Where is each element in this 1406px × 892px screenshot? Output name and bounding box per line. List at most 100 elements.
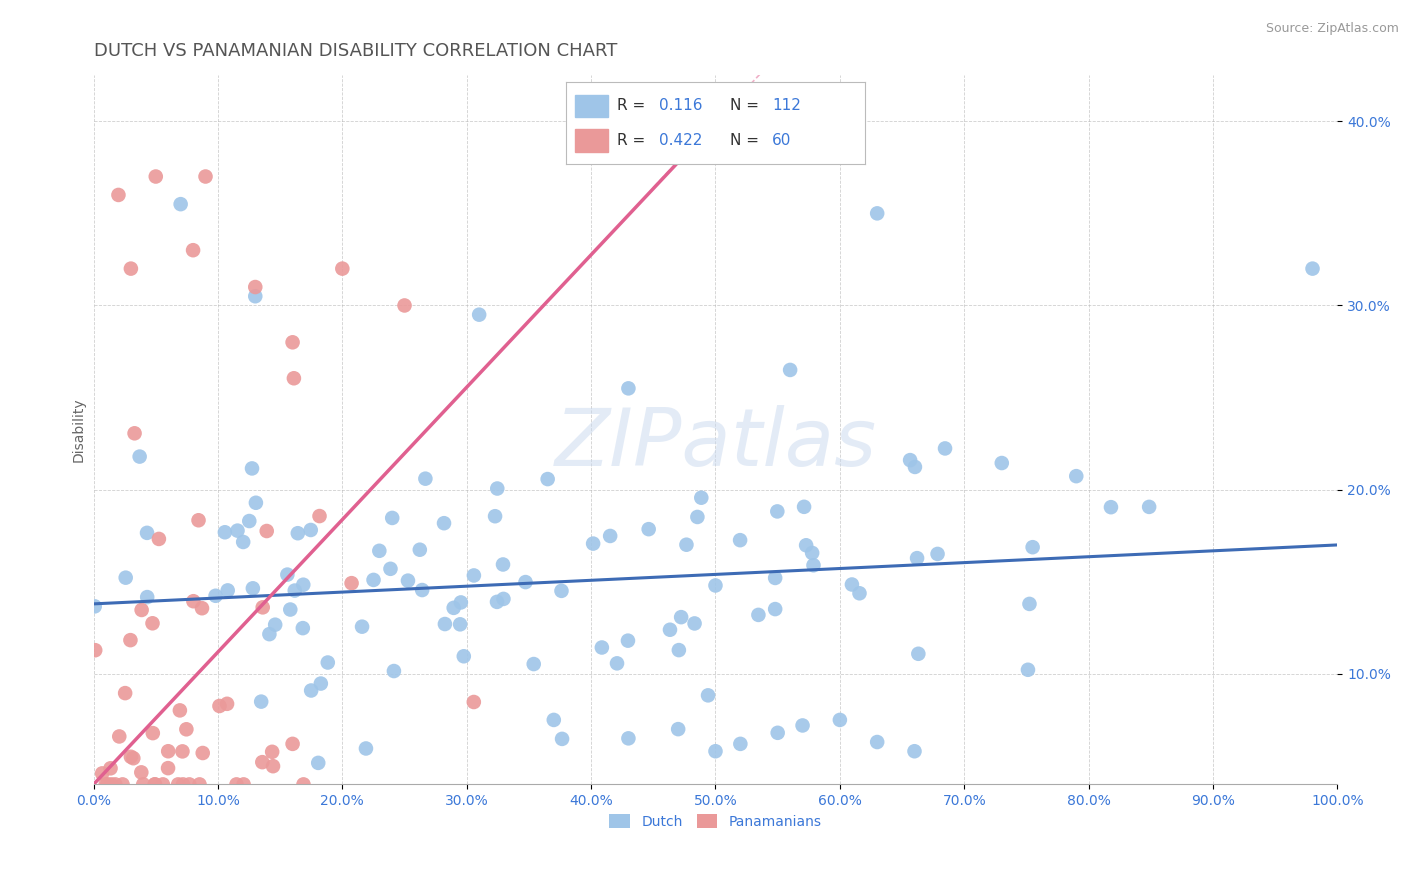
Point — [330, 261, 353, 276]
Point — [409, 542, 432, 557]
Point — [214, 525, 236, 540]
Point — [591, 640, 613, 655]
Point — [766, 726, 789, 740]
Point — [363, 573, 385, 587]
Point — [1017, 663, 1039, 677]
Point — [991, 456, 1014, 470]
Point — [194, 169, 217, 184]
Point — [352, 620, 374, 634]
Point — [96, 777, 118, 791]
Point — [120, 749, 142, 764]
Point — [292, 578, 315, 592]
Point — [453, 649, 475, 664]
Point — [179, 777, 201, 791]
Point — [793, 500, 815, 514]
Point — [136, 525, 159, 540]
Point — [141, 616, 163, 631]
Point — [122, 751, 145, 765]
Point — [91, 766, 114, 780]
Point — [617, 633, 640, 648]
Point — [449, 617, 471, 632]
Point — [245, 280, 267, 294]
Point — [907, 647, 929, 661]
Point — [94, 777, 117, 791]
Point — [142, 726, 165, 740]
Point — [747, 607, 769, 622]
Point — [686, 510, 709, 524]
Text: DUTCH VS PANAMANIAN DISABILITY CORRELATION CHART: DUTCH VS PANAMANIAN DISABILITY CORRELATI… — [94, 42, 617, 60]
Point — [683, 616, 706, 631]
Point — [148, 532, 170, 546]
Point — [659, 623, 682, 637]
Point — [848, 586, 870, 600]
Point — [104, 777, 127, 791]
Point — [433, 617, 456, 632]
Legend: Dutch, Panamanians: Dutch, Panamanians — [603, 808, 827, 834]
Point — [866, 206, 889, 220]
Point — [450, 595, 472, 609]
Point — [690, 491, 713, 505]
Point — [124, 426, 146, 441]
Point — [245, 496, 267, 510]
Point — [183, 594, 205, 608]
Point — [669, 610, 692, 624]
Point — [262, 759, 284, 773]
Point — [291, 621, 314, 635]
Point — [292, 777, 315, 791]
Point — [308, 509, 330, 524]
Point — [543, 713, 565, 727]
Point — [100, 761, 122, 775]
Point — [599, 529, 621, 543]
Point — [485, 595, 508, 609]
Point — [468, 308, 491, 322]
Point — [111, 777, 134, 791]
Point — [904, 459, 927, 474]
Point — [172, 777, 194, 791]
Point — [169, 197, 191, 211]
Point — [240, 461, 263, 475]
Point — [443, 600, 465, 615]
Point — [316, 656, 339, 670]
Point — [763, 602, 786, 616]
Point — [486, 482, 509, 496]
Point — [617, 381, 640, 395]
Point — [380, 562, 402, 576]
Point — [259, 627, 281, 641]
Point — [582, 536, 605, 550]
Point — [381, 511, 404, 525]
Point — [299, 683, 322, 698]
Point — [169, 703, 191, 717]
Point — [256, 524, 278, 538]
Point — [1018, 597, 1040, 611]
Point — [309, 676, 332, 690]
Point — [730, 737, 752, 751]
Point — [666, 722, 689, 736]
Point — [704, 578, 727, 592]
Point — [463, 695, 485, 709]
Point — [226, 524, 249, 538]
Point — [281, 737, 304, 751]
Point — [108, 730, 131, 744]
Point — [262, 745, 284, 759]
Point — [188, 777, 211, 791]
Y-axis label: Disability: Disability — [72, 398, 86, 462]
Point — [841, 577, 863, 591]
Point — [157, 744, 180, 758]
Point — [120, 633, 142, 648]
Point — [208, 698, 231, 713]
Point — [143, 777, 166, 791]
Point — [927, 547, 949, 561]
Point — [433, 516, 456, 531]
Point — [157, 761, 180, 775]
Point — [394, 298, 416, 312]
Point — [128, 450, 150, 464]
Point — [132, 777, 155, 791]
Point — [114, 571, 136, 585]
Point — [354, 741, 377, 756]
Point — [1302, 261, 1324, 276]
Point — [217, 583, 239, 598]
Point — [779, 363, 801, 377]
Point — [143, 777, 166, 791]
Point — [276, 567, 298, 582]
Point — [84, 643, 107, 657]
